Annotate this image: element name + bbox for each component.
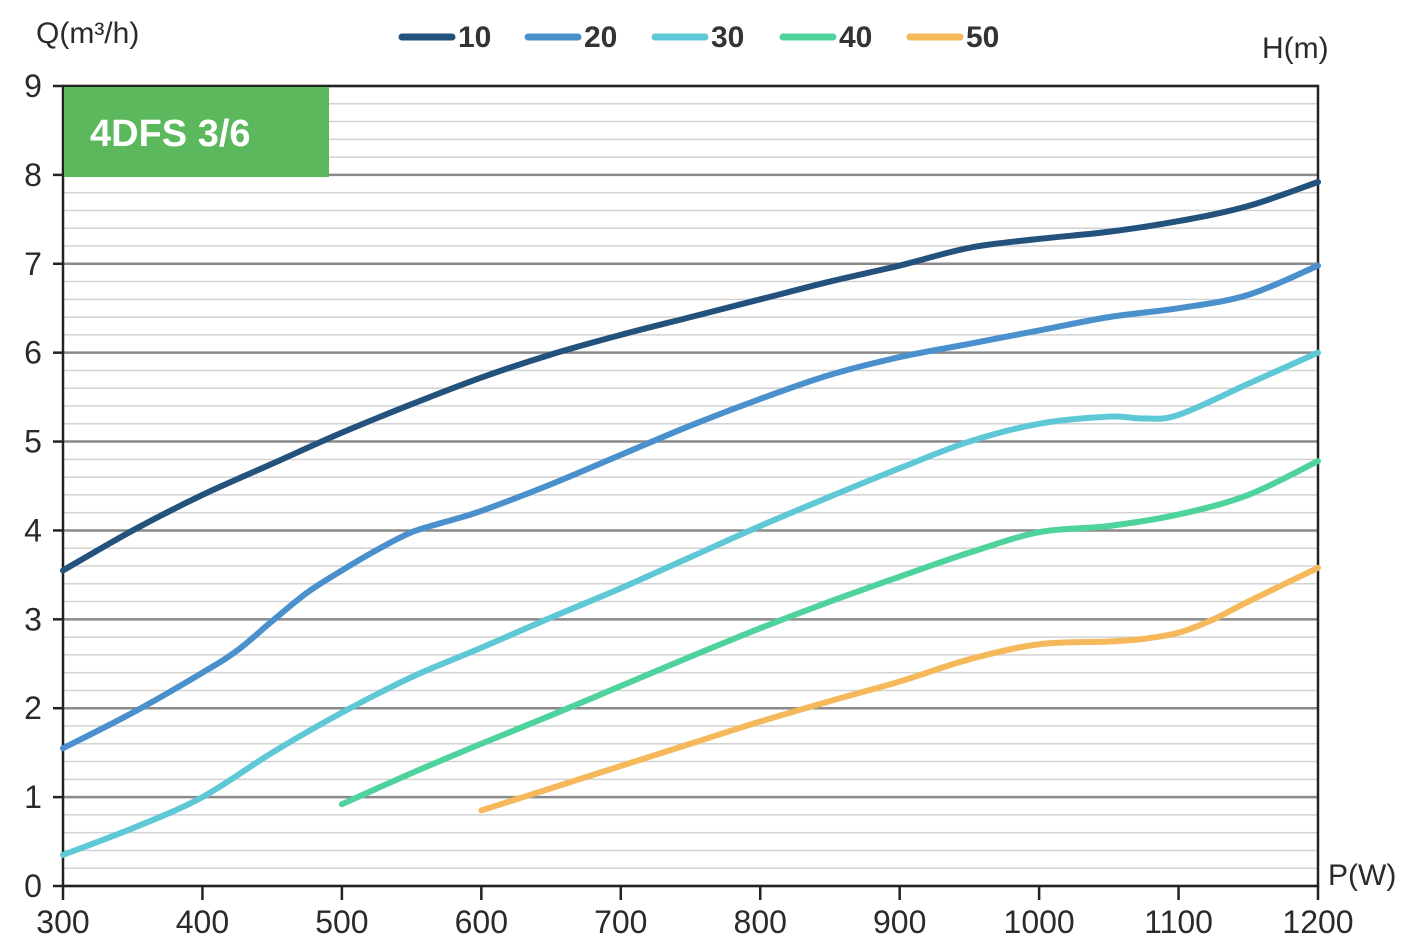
x-tick-label: 900	[873, 904, 926, 940]
y-tick-label: 6	[24, 335, 42, 371]
x-tick-label: 1200	[1282, 904, 1353, 940]
x-axis-label: P(W)	[1328, 859, 1396, 892]
y-tick-label: 1	[24, 779, 42, 815]
x-tick-label: 400	[176, 904, 229, 940]
x-tick-label: 600	[455, 904, 508, 940]
x-tick-label: 1000	[1004, 904, 1075, 940]
legend-label-50: 50	[966, 21, 999, 54]
legend-label-20: 20	[584, 21, 617, 54]
series-line-40	[338, 458, 1321, 808]
y-tick-label: 8	[24, 157, 42, 193]
legend-label-40: 40	[839, 21, 872, 54]
series-layer	[60, 179, 1321, 858]
x-axis: 300 400 500 600 700 800 900 1000 1100 1200	[36, 886, 1354, 940]
y-tick-label: 7	[24, 246, 42, 282]
x-tick-label: 800	[734, 904, 787, 940]
y-tick-label: 5	[24, 424, 42, 460]
series-line-50	[478, 564, 1321, 814]
plot-frame	[61, 84, 1320, 888]
y-tick-label: 4	[24, 512, 42, 548]
y-axis-label: Q(m³/h)	[36, 17, 139, 50]
legend-label-10: 10	[458, 21, 491, 54]
y-tick-label: 2	[24, 690, 42, 726]
series-line-10	[60, 179, 1321, 574]
x-tick-label: 300	[36, 904, 89, 940]
series-line-30	[60, 349, 1321, 858]
model-badge-bg	[64, 87, 329, 177]
y-tick-label: 0	[24, 868, 42, 904]
legend-title: H(m)	[1262, 32, 1329, 65]
minor-gridlines	[63, 103, 1318, 869]
x-tick-label: 700	[594, 904, 647, 940]
legend: 10 20 30 40 50	[398, 21, 999, 54]
legend-label-30: 30	[711, 21, 744, 54]
y-axis: 0 1 2 3 4 5 6 7 8 9	[24, 68, 63, 904]
chart-title: 4DFS 3/6	[90, 113, 251, 155]
x-tick-label: 500	[315, 904, 368, 940]
model-badge: 4DFS 3/6	[64, 87, 329, 177]
y-tick-label: 3	[24, 601, 42, 637]
series-line-20	[60, 262, 1321, 752]
y-tick-label: 9	[24, 68, 42, 104]
x-tick-label: 1100	[1144, 904, 1213, 940]
